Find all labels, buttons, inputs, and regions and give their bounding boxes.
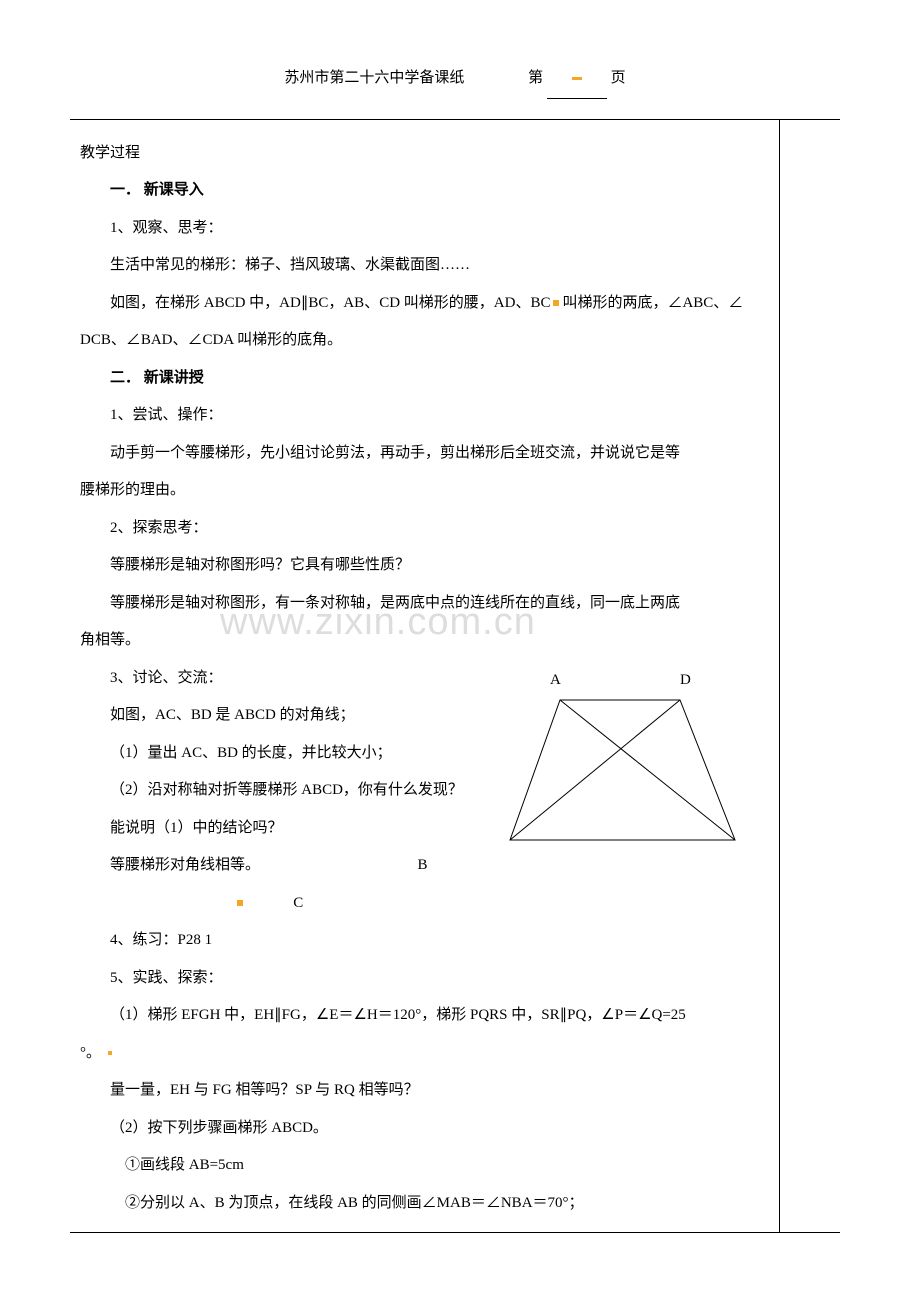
s2-p7: 角相等。 <box>80 622 760 660</box>
trapezoid-outline <box>510 700 735 840</box>
page-number-area: 第 页 <box>528 60 626 99</box>
accent-dot-icon <box>237 900 243 906</box>
s2-p2: 动手剪一个等腰梯形，先小组讨论剪法，再动手，剪出梯形后全班交流，并说说它是等 <box>80 435 760 473</box>
s2-p18: 量一量，EH 与 FG 相等吗？SP 与 RQ 相等吗？ <box>80 1072 760 1110</box>
accent-dot-icon <box>553 300 559 306</box>
watermark-row: 等腰梯形是轴对称图形，有一条对称轴，是两底中点的连线所在的直线，同一底上两底 w… <box>80 585 760 623</box>
s2-p4: 2、探索思考： <box>80 510 760 548</box>
s1-p2: 生活中常见的梯形：梯子、挡风玻璃、水渠截面图…… <box>80 247 760 285</box>
s1-p4: DCB、∠BAD、∠CDA 叫梯形的底角。 <box>80 322 760 360</box>
s2-p14: 4、练习：P28 1 <box>80 922 760 960</box>
figure-block: A D 3、讨论、交流： 如图，AC、BD 是 ABCD 的对角线； （1）量出… <box>80 660 760 923</box>
s2-p19: （2）按下列步骤画梯形 ABCD。 <box>80 1110 760 1148</box>
s2-title: 二． 新课讲授 <box>80 360 760 398</box>
header-title: 苏州市第二十六中学备课纸 <box>284 60 464 98</box>
accent-dot-icon <box>108 1051 112 1055</box>
fig-label-c: C <box>293 895 303 911</box>
s2-p1: 1、尝试、操作： <box>80 397 760 435</box>
s2-p20: ①画线段 AB=5cm <box>80 1147 760 1185</box>
content-frame: 教学过程 一． 新课导入 1、观察、思考： 生活中常见的梯形：梯子、挡风玻璃、水… <box>70 119 840 1234</box>
page-prefix: 第 <box>528 70 543 86</box>
s2-p16: （1）梯形 EFGH 中，EH∥FG，∠E＝∠H＝120°，梯形 PQRS 中，… <box>80 997 760 1035</box>
s2-p17: °。 <box>80 1035 760 1073</box>
right-margin-line <box>779 120 780 1233</box>
s1-p3: 如图，在梯形 ABCD 中，AD∥BC，AB、CD 叫梯形的腰，AD、BC 叫梯形… <box>80 285 760 323</box>
page-blank-line <box>547 60 607 99</box>
s2-p13-left: 等腰梯形对角线相等。 <box>110 857 260 873</box>
s1-p1: 1、观察、思考： <box>80 210 760 248</box>
fig-label-b: B <box>418 857 428 873</box>
s2-p21: ②分别以 A、B 为顶点，在线段 AB 的同侧画∠MAB＝∠NBA＝70°； <box>80 1185 760 1223</box>
content-body: 教学过程 一． 新课导入 1、观察、思考： 生活中常见的梯形：梯子、挡风玻璃、水… <box>70 120 840 1233</box>
page-header: 苏州市第二十六中学备课纸 第 页 <box>70 60 840 99</box>
s2-p5: 等腰梯形是轴对称图形吗？它具有哪些性质？ <box>80 547 760 585</box>
s2-p17-text: °。 <box>80 1045 101 1061</box>
s2-p15: 5、实践、探索： <box>80 960 760 998</box>
s1-p3b: 叫梯形的两底，∠ABC、∠ <box>562 295 743 311</box>
trapezoid-svg <box>500 680 750 860</box>
s2-p3: 腰梯形的理由。 <box>80 472 760 510</box>
s1-title: 一． 新课导入 <box>80 172 760 210</box>
s2-p6: 等腰梯形是轴对称图形，有一条对称轴，是两底中点的连线所在的直线，同一底上两底 <box>80 585 760 623</box>
s1-p3a: 如图，在梯形 ABCD 中，AD∥BC，AB、CD 叫梯形的腰，AD、BC <box>110 295 550 311</box>
page-suffix: 页 <box>611 70 626 86</box>
section-header: 教学过程 <box>80 135 760 173</box>
accent-dot-icon <box>572 77 582 80</box>
diagonal-ac <box>560 700 735 840</box>
trapezoid-figure: A D <box>500 660 760 900</box>
